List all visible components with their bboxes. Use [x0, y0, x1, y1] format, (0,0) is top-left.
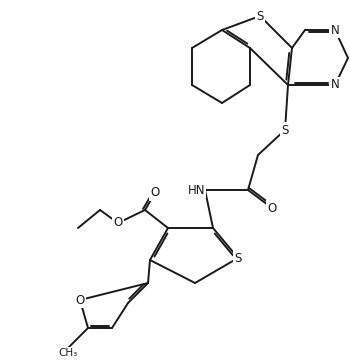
- Text: S: S: [234, 252, 242, 265]
- Text: HN: HN: [188, 183, 205, 197]
- Text: S: S: [281, 123, 289, 136]
- Text: N: N: [331, 24, 340, 36]
- Text: O: O: [267, 202, 276, 214]
- Text: N: N: [331, 79, 340, 91]
- Text: O: O: [150, 186, 160, 199]
- Text: CH₃: CH₃: [58, 348, 78, 358]
- Text: S: S: [256, 9, 264, 23]
- Text: O: O: [75, 293, 85, 306]
- Text: O: O: [113, 217, 122, 229]
